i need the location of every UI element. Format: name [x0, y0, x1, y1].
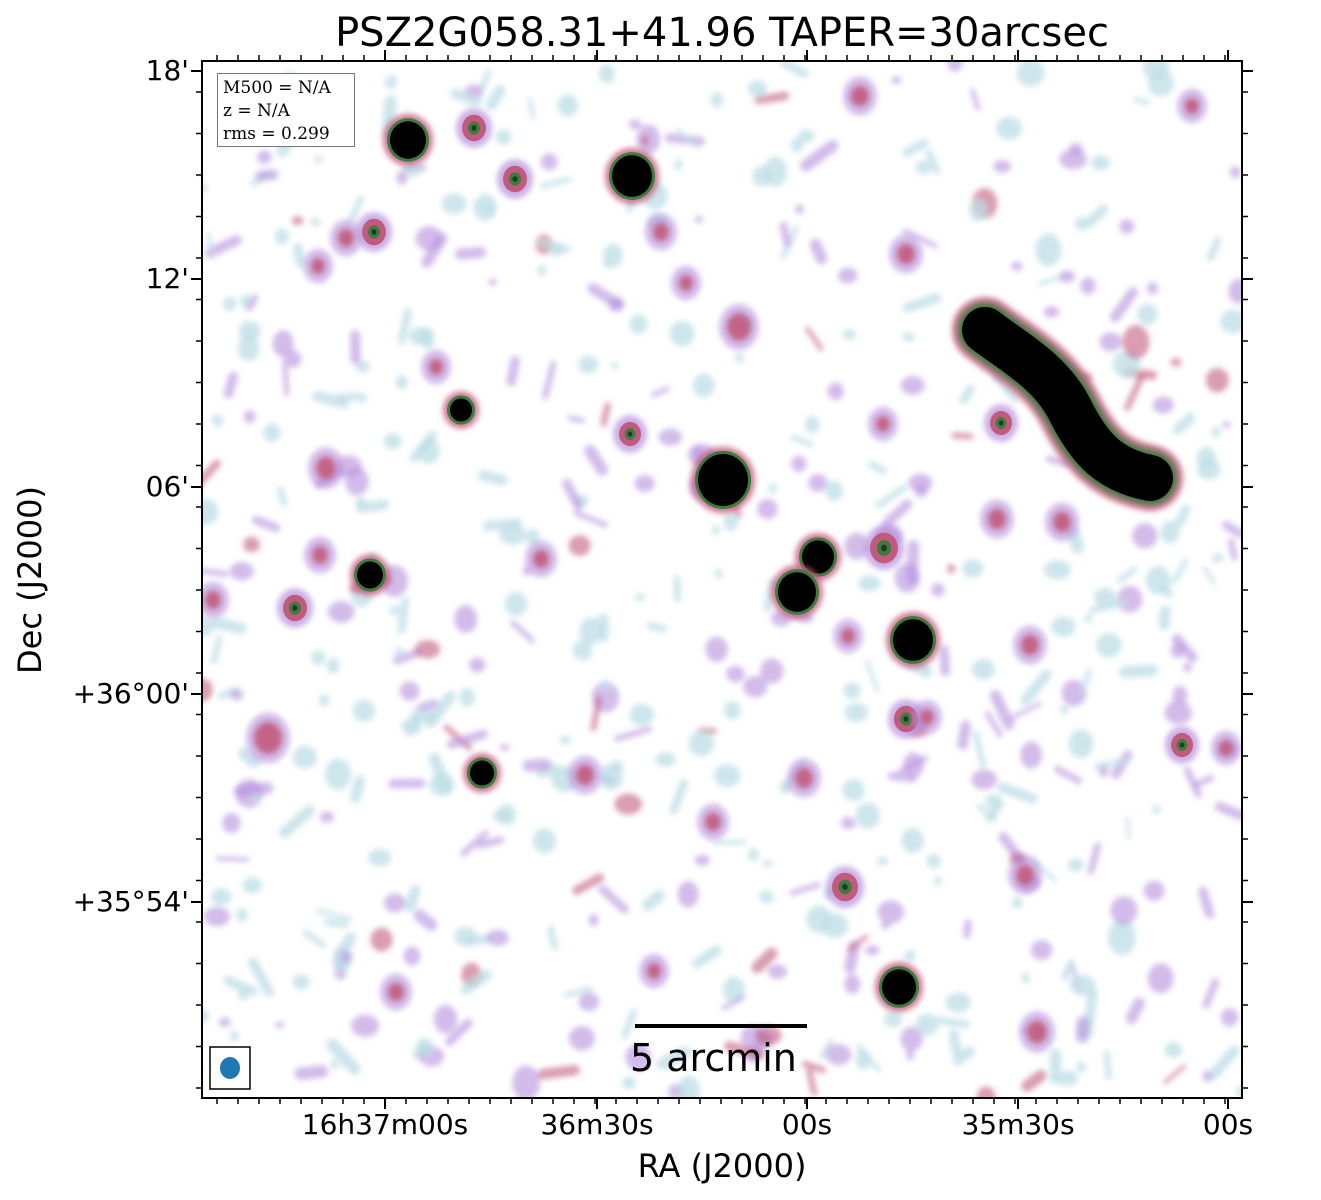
source-blob	[645, 213, 677, 251]
info-rms: rms = 0.299	[223, 124, 330, 144]
figure-title: PSZ2G058.31+41.96 TAPER=30arcsec	[335, 10, 1109, 56]
source-blob	[443, 391, 479, 429]
source-blob	[202, 581, 229, 619]
source-blob	[1013, 625, 1047, 665]
y-tick-label: 06'	[145, 470, 189, 503]
source-blob	[1045, 502, 1079, 542]
source-blob	[639, 953, 669, 989]
tick-marks	[191, 50, 1253, 1109]
source-blob	[330, 219, 362, 257]
source-blob	[525, 540, 557, 578]
source-blob	[868, 406, 898, 442]
source-blob	[697, 803, 729, 841]
x-tick-label: 36m30s	[540, 1108, 654, 1141]
source-blob	[843, 76, 877, 116]
source-blob	[456, 108, 492, 148]
radio-sources	[202, 76, 1241, 1053]
source-blob	[380, 973, 412, 1011]
info-m500: M500 = N/A	[223, 78, 331, 98]
source-blob	[886, 611, 940, 669]
source-blob	[833, 618, 863, 654]
source-blob	[875, 962, 923, 1012]
source-blob	[795, 533, 841, 581]
source-blob	[671, 265, 701, 301]
x-tick-label: 00s	[1202, 1108, 1254, 1141]
source-blob	[304, 536, 336, 574]
y-tick-label: +36°00'	[72, 677, 189, 710]
source-blob	[613, 415, 647, 453]
y-tick-label: 12'	[145, 262, 189, 295]
x-tick-label: 00s	[781, 1108, 833, 1141]
source-blob	[984, 404, 1018, 442]
source-blob	[691, 446, 755, 514]
y-axis-label: Dec (J2000)	[11, 486, 49, 674]
x-tick-label: 35m30s	[961, 1108, 1075, 1141]
info-box: M500 = N/A z = N/A rms = 0.299	[217, 73, 355, 147]
source-blob	[350, 554, 390, 596]
beam-ellipse	[220, 1057, 240, 1079]
source-blob	[568, 755, 602, 795]
source-blob	[1177, 88, 1207, 124]
source-blob	[888, 699, 924, 739]
source-blob	[980, 499, 1014, 539]
info-z: z = N/A	[223, 101, 290, 121]
source-blob	[912, 699, 942, 735]
source-blob	[889, 234, 923, 274]
source-blob	[356, 212, 392, 252]
source-blob	[1019, 1011, 1055, 1053]
source-blob	[497, 159, 533, 199]
source-blob	[1211, 730, 1241, 766]
source-blob	[421, 349, 451, 385]
source-blob	[771, 564, 823, 620]
source-blob	[605, 147, 659, 205]
y-tick-label: +35°54'	[72, 885, 189, 918]
extended-tail-source	[952, 297, 1183, 511]
source-blob	[787, 758, 821, 798]
source-blob	[826, 866, 864, 908]
emission-layer	[202, 61, 1242, 1098]
source-blob	[277, 588, 313, 628]
x-axis-label: RA (J2000)	[637, 1147, 807, 1185]
source-blob	[383, 114, 433, 166]
source-blob	[463, 753, 501, 793]
scalebar-label: 5 arcmin	[630, 1036, 797, 1080]
source-blob	[1008, 855, 1042, 895]
source-blob	[246, 712, 290, 764]
source-blob	[719, 304, 759, 350]
plot-frame	[201, 60, 1243, 1099]
source-blob	[864, 526, 904, 570]
source-blob	[1165, 726, 1199, 764]
source-blob	[303, 248, 333, 284]
source-blob	[308, 447, 344, 489]
x-tick-label: 16h37m00s	[301, 1108, 469, 1141]
y-tick-label: 18'	[145, 54, 189, 87]
